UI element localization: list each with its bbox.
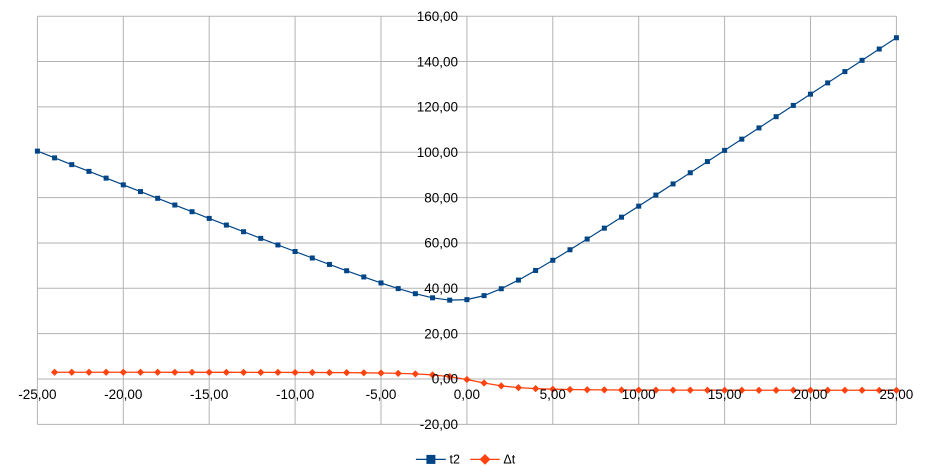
- svg-text:160,00: 160,00: [417, 9, 458, 24]
- svg-text:20,00: 20,00: [794, 387, 828, 402]
- svg-text:60,00: 60,00: [424, 236, 458, 251]
- svg-text:10,00: 10,00: [622, 387, 656, 402]
- svg-text:25,00: 25,00: [880, 387, 914, 402]
- svg-text:-20,00: -20,00: [420, 417, 458, 432]
- svg-text:-15,00: -15,00: [190, 387, 228, 402]
- svg-text:20,00: 20,00: [424, 326, 458, 341]
- svg-text:-10,00: -10,00: [276, 387, 314, 402]
- svg-text:0,00: 0,00: [454, 387, 480, 402]
- svg-text:140,00: 140,00: [417, 54, 458, 69]
- svg-text:5,00: 5,00: [540, 387, 566, 402]
- svg-text:100,00: 100,00: [417, 145, 458, 160]
- svg-text:t2: t2: [450, 453, 460, 467]
- svg-text:120,00: 120,00: [417, 100, 458, 115]
- svg-text:Δt: Δt: [503, 453, 515, 467]
- svg-text:-25,00: -25,00: [18, 387, 56, 402]
- svg-text:80,00: 80,00: [424, 190, 458, 205]
- svg-text:15,00: 15,00: [708, 387, 742, 402]
- svg-text:40,00: 40,00: [424, 281, 458, 296]
- svg-text:-20,00: -20,00: [104, 387, 142, 402]
- svg-text:0,00: 0,00: [432, 372, 458, 387]
- svg-text:-5,00: -5,00: [366, 387, 397, 402]
